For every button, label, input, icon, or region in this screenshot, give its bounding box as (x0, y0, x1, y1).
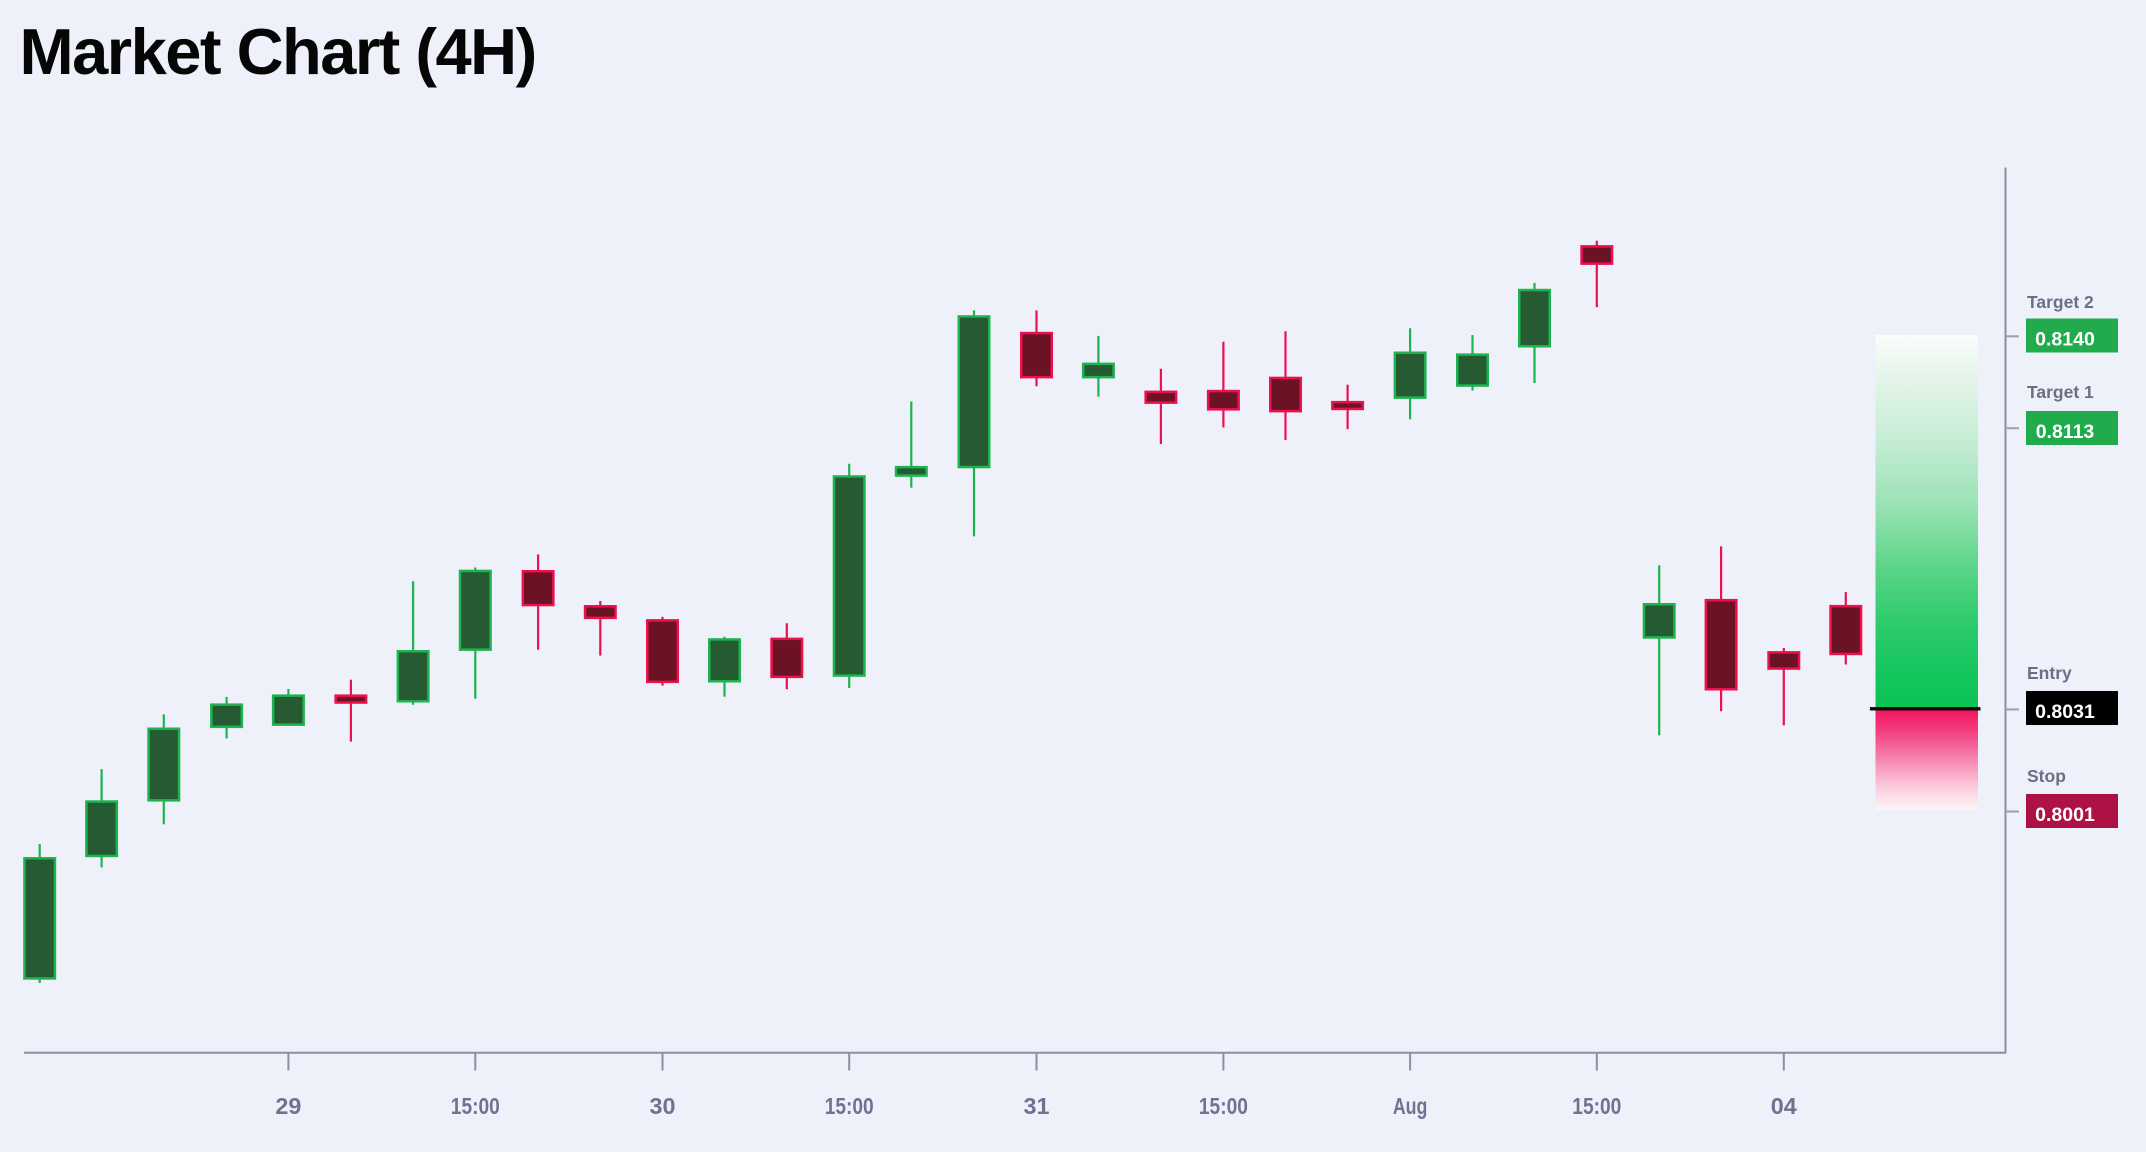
svg-text:29: 29 (275, 1093, 301, 1119)
svg-text:Market Chart (4H): Market Chart (4H) (20, 15, 536, 88)
svg-text:30: 30 (650, 1093, 676, 1119)
svg-text:0.8031: 0.8031 (2035, 701, 2095, 723)
svg-text:Target 1: Target 1 (2027, 382, 2094, 402)
svg-text:0.8001: 0.8001 (2035, 804, 2095, 826)
svg-text:15:00: 15:00 (1199, 1093, 1248, 1119)
svg-text:15:00: 15:00 (1572, 1093, 1621, 1119)
svg-text:Aug: Aug (1393, 1093, 1428, 1119)
svg-text:Stop: Stop (2027, 766, 2066, 786)
svg-text:15:00: 15:00 (451, 1093, 500, 1119)
svg-text:15:00: 15:00 (825, 1093, 874, 1119)
svg-text:0.8113: 0.8113 (2036, 421, 2095, 443)
svg-text:31: 31 (1024, 1093, 1050, 1119)
svg-text:Entry: Entry (2027, 663, 2072, 683)
svg-text:04: 04 (1771, 1093, 1797, 1119)
svg-text:0.8140: 0.8140 (2035, 329, 2095, 351)
svg-text:Target 2: Target 2 (2027, 292, 2094, 312)
